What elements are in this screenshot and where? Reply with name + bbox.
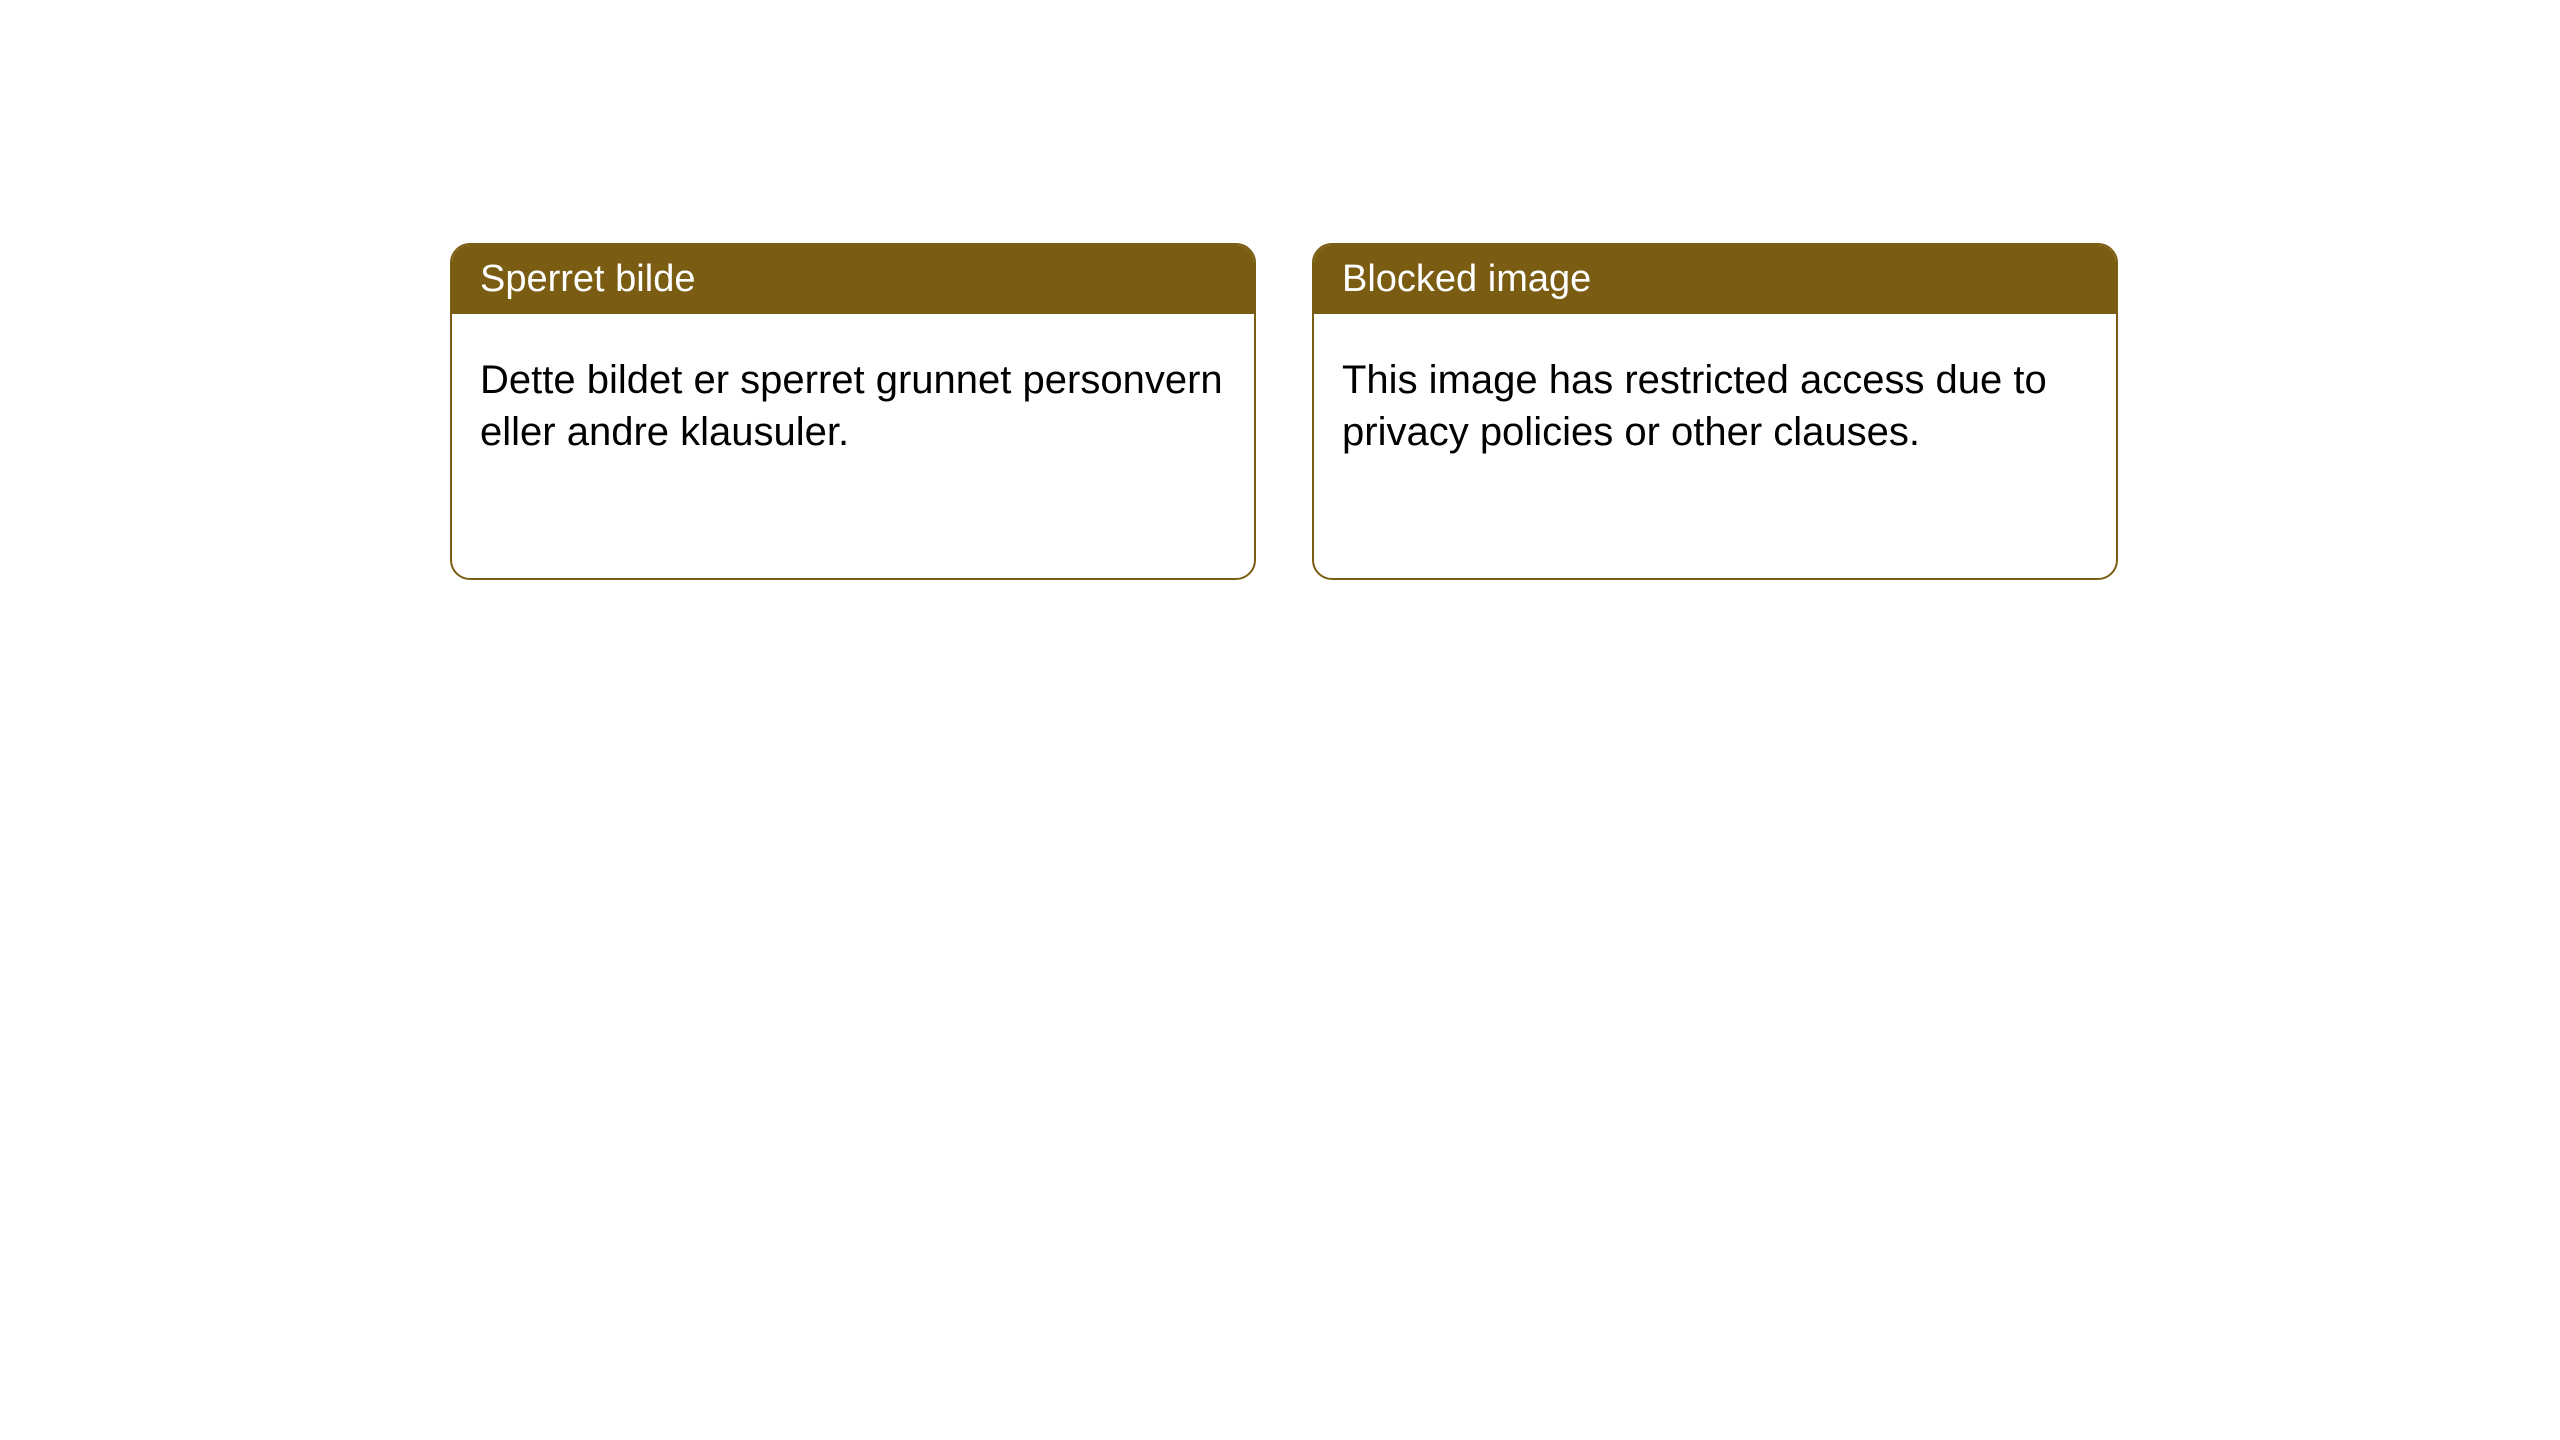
- card-body-text: This image has restricted access due to …: [1342, 358, 2047, 454]
- card-header: Blocked image: [1314, 245, 2116, 314]
- card-header-text: Blocked image: [1342, 258, 1591, 300]
- notice-card-norwegian: Sperret bilde Dette bildet er sperret gr…: [450, 243, 1256, 580]
- card-body: Dette bildet er sperret grunnet personve…: [452, 314, 1254, 498]
- card-header-text: Sperret bilde: [480, 258, 695, 300]
- notice-card-english: Blocked image This image has restricted …: [1312, 243, 2118, 580]
- card-header: Sperret bilde: [452, 245, 1254, 314]
- card-body: This image has restricted access due to …: [1314, 314, 2116, 498]
- card-body-text: Dette bildet er sperret grunnet personve…: [480, 358, 1223, 454]
- notice-cards-container: Sperret bilde Dette bildet er sperret gr…: [450, 243, 2118, 580]
